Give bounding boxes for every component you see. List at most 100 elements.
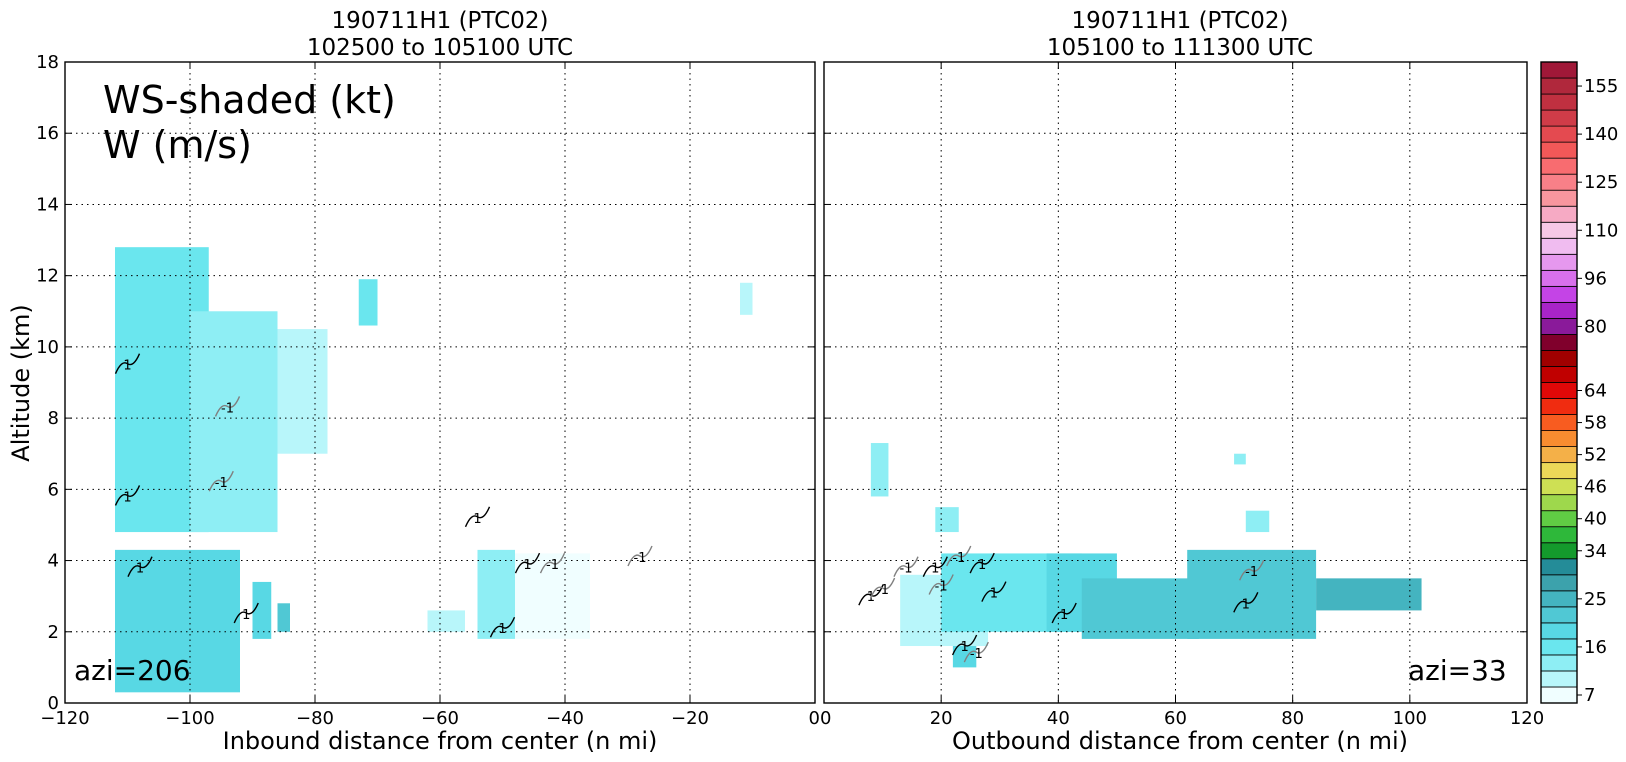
- w-contour-line: [951, 634, 978, 656]
- x-tick-label: 40: [1047, 708, 1070, 729]
- y-tick-label: 14: [36, 194, 59, 215]
- x-tick-label: −40: [546, 708, 584, 729]
- w-contour-line: [928, 574, 954, 595]
- colorbar: 7 16 25 34 40 46 52 58 64 80 96 110 125 140 155: [1540, 61, 1618, 706]
- colorbar-swatch: [1540, 558, 1578, 576]
- colorbar-swatch: [1540, 77, 1578, 95]
- colorbar-tick-label: 46: [1584, 477, 1607, 498]
- y-tick-label: 4: [48, 551, 59, 572]
- colorbar-tick-label: 7: [1584, 685, 1595, 706]
- w-contour-label: -1: [634, 551, 647, 566]
- colorbar-tick-label: 34: [1584, 541, 1607, 562]
- w-contour-line: [1233, 592, 1259, 613]
- ws-region-10: [740, 282, 753, 315]
- colorbar-swatch: [1540, 157, 1578, 175]
- colorbar-tick-label: 25: [1584, 589, 1607, 610]
- left-grid: [65, 61, 815, 704]
- colorbar-tick-label: 110: [1584, 220, 1618, 241]
- right-w-contours: -11 -11-1-1 111-111 -1: [858, 545, 1265, 663]
- left-azimuth-label: azi=206: [74, 654, 191, 687]
- left-x-axis-label: Inbound distance from center (n mi): [223, 727, 658, 755]
- colorbar-swatch: [1540, 189, 1578, 207]
- colorbar-tick-label: 140: [1584, 124, 1618, 145]
- y-tick-label: 18: [36, 52, 59, 73]
- colorbar-swatch: [1540, 301, 1578, 319]
- w-contour-line: [858, 584, 884, 606]
- ws-region-7: [427, 610, 465, 632]
- colorbar-swatch: [1540, 526, 1578, 544]
- colorbar-swatch: [1540, 574, 1578, 592]
- colorbar-tick-label: 52: [1584, 445, 1607, 466]
- colorbar-swatch: [1540, 542, 1578, 560]
- x-tick-label: −100: [165, 708, 214, 729]
- ws-region-5: [1081, 578, 1199, 639]
- x-tick-label: 0: [809, 708, 820, 729]
- x-tick-label: −120: [40, 708, 89, 729]
- x-tick-label: 0: [820, 708, 831, 729]
- colorbar-swatch: [1540, 638, 1578, 656]
- left-annotation-line2: W (m/s): [103, 123, 252, 167]
- colorbar-swatch: [1540, 173, 1578, 191]
- y-tick-label: 8: [48, 408, 59, 429]
- colorbar-swatch: [1540, 414, 1578, 431]
- w-contour-label: -1: [546, 558, 559, 573]
- w-contour-line: [869, 577, 896, 599]
- colorbar-swatch: [1540, 430, 1578, 448]
- y-tick-label: 12: [36, 266, 59, 287]
- w-contour-label: -1: [952, 551, 965, 566]
- w-contour-label: 1: [123, 359, 131, 374]
- colorbar-swatch: [1540, 654, 1578, 672]
- right-azimuth-label: azi=33: [1408, 654, 1507, 687]
- colorbar-swatch: [1540, 590, 1578, 608]
- w-contour-line: [1051, 602, 1077, 624]
- colorbar-swatch: [1540, 285, 1578, 303]
- w-contour-line: [893, 556, 919, 577]
- colorbar-swatch: [1540, 61, 1578, 79]
- w-contour-line: [464, 506, 491, 528]
- colorbar-swatch: [1540, 478, 1578, 496]
- y-tick-label: 16: [36, 123, 59, 144]
- w-contour-line: [969, 552, 995, 574]
- w-contour-label: -1: [221, 401, 234, 416]
- left-title-line2: 102500 to 105100 UTC: [307, 35, 573, 61]
- ws-region-0: [870, 443, 889, 497]
- w-contour-label: 1: [1242, 597, 1250, 612]
- colorbar-swatch: [1540, 205, 1578, 223]
- w-contour-line: [1239, 559, 1265, 581]
- x-tick-label: −60: [421, 708, 459, 729]
- w-contour-label: -1: [876, 583, 889, 598]
- colorbar-swatch: [1540, 125, 1578, 143]
- colorbar-swatch: [1540, 109, 1578, 127]
- colorbar-swatch: [1540, 462, 1578, 480]
- colorbar-swatch: [1540, 317, 1578, 335]
- colorbar-frame: [1540, 61, 1578, 704]
- w-contour-label: 1: [523, 558, 531, 573]
- ws-region-6: [277, 603, 290, 632]
- ws-region-0: [115, 549, 240, 693]
- ws-region-7: [1316, 578, 1422, 611]
- w-contour-line: [922, 556, 948, 577]
- w-contour-label: -1: [970, 647, 983, 662]
- left-x-axis: −120 −100 −80 −60 −40 −20 0: [40, 62, 820, 729]
- x-tick-label: 60: [1164, 708, 1187, 729]
- w-contour-label: -1: [935, 579, 948, 594]
- colorbar-swatch: [1540, 670, 1578, 688]
- ws-region-9: [1245, 510, 1270, 533]
- colorbar-swatch: [1540, 606, 1578, 624]
- w-contour-line: [963, 641, 989, 663]
- w-contour-line: [514, 552, 541, 574]
- colorbar-tick-label: 40: [1584, 509, 1607, 530]
- ws-region-5: [252, 581, 272, 639]
- colorbar-tick-label: 64: [1584, 381, 1607, 402]
- ws-region-3: [277, 329, 328, 454]
- colorbar-swatch: [1540, 686, 1578, 704]
- colorbar-tick-label: 125: [1584, 172, 1618, 193]
- w-contour-label: 1: [136, 562, 144, 577]
- w-contour-line: [114, 485, 141, 506]
- w-contour-label: 1: [931, 562, 939, 577]
- x-tick-label: −20: [671, 708, 709, 729]
- colorbar-swatch: [1540, 237, 1578, 255]
- colorbar-swatch: [1540, 366, 1578, 383]
- w-contour-line: [208, 470, 234, 492]
- w-contour-line: [233, 602, 259, 624]
